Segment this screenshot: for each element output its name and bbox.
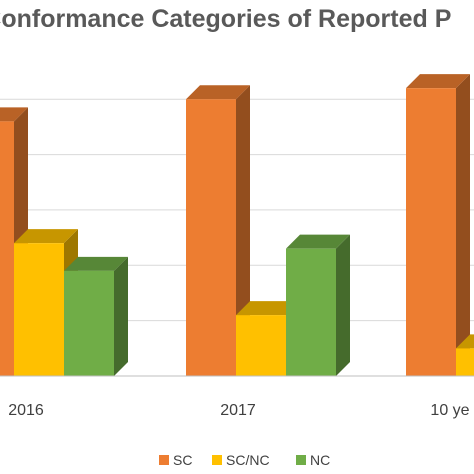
bar-side xyxy=(456,74,470,377)
bar-nc-2017 xyxy=(286,234,350,376)
bar-top xyxy=(236,301,300,316)
bar-top xyxy=(406,74,470,89)
bar-sc-2017 xyxy=(186,85,250,376)
legend: SC SC/NC NC xyxy=(159,452,330,468)
x-tick-label: 2017 xyxy=(220,402,256,419)
bar-front xyxy=(14,243,64,376)
bar-front xyxy=(456,348,474,376)
bar-side xyxy=(114,256,128,376)
bar-top xyxy=(0,107,28,122)
legend-label: SC xyxy=(173,452,192,468)
x-tick-label: 10 ye xyxy=(430,402,469,419)
legend-item-sc-nc: SC/NC xyxy=(212,452,270,468)
bar-top xyxy=(286,234,350,249)
legend-item-nc: NC xyxy=(296,452,330,468)
bar-top xyxy=(456,334,474,349)
legend-swatch xyxy=(296,455,306,465)
bar-side xyxy=(236,85,250,376)
bar-sc-nc-2017 xyxy=(236,301,300,376)
bar-front xyxy=(186,99,236,376)
legend-label: NC xyxy=(310,452,330,468)
bar-front xyxy=(406,88,456,377)
bar-top xyxy=(14,229,78,244)
bar-side xyxy=(336,234,350,376)
bar-sc-10-ye xyxy=(406,74,470,377)
legend-label: SC/NC xyxy=(226,452,270,468)
bar-front xyxy=(236,315,286,376)
legend-swatch xyxy=(159,455,169,465)
x-tick-label: 2016 xyxy=(8,402,44,419)
bar-front xyxy=(0,121,14,376)
bar-nc-2016 xyxy=(64,256,128,376)
legend-item-sc: SC xyxy=(159,452,192,468)
bar-sc-nc-10-ye xyxy=(456,334,474,376)
bars xyxy=(0,74,474,377)
legend-swatch xyxy=(212,455,222,465)
bar-top xyxy=(64,256,128,271)
chart-title: nConformance Categories of Reported P xyxy=(0,5,452,33)
bar-top xyxy=(186,85,250,100)
bar-front xyxy=(64,270,114,376)
x-tick-labels: 2016 2017 10 ye xyxy=(8,402,469,419)
bar-front xyxy=(286,248,336,376)
